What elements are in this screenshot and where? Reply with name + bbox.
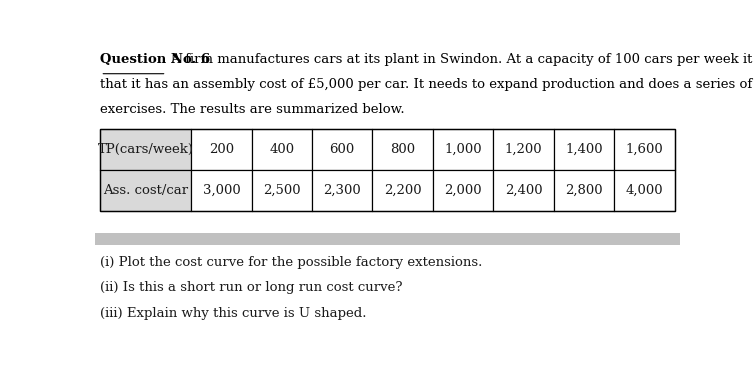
- FancyBboxPatch shape: [553, 129, 614, 170]
- FancyBboxPatch shape: [312, 129, 373, 170]
- Text: 2,000: 2,000: [445, 184, 482, 197]
- FancyBboxPatch shape: [493, 129, 553, 170]
- Text: Ass. cost/car: Ass. cost/car: [104, 184, 188, 197]
- Text: Question No. 6: Question No. 6: [101, 52, 210, 66]
- Text: 4,000: 4,000: [625, 184, 663, 197]
- FancyBboxPatch shape: [433, 129, 493, 170]
- Text: 2,200: 2,200: [384, 184, 421, 197]
- FancyBboxPatch shape: [252, 129, 312, 170]
- FancyBboxPatch shape: [614, 129, 674, 170]
- Text: TP(cars/week): TP(cars/week): [98, 143, 194, 156]
- FancyBboxPatch shape: [191, 170, 252, 211]
- Text: 1,000: 1,000: [445, 143, 482, 156]
- Text: (iii) Explain why this curve is U shaped.: (iii) Explain why this curve is U shaped…: [101, 307, 367, 320]
- Text: 3,000: 3,000: [203, 184, 240, 197]
- FancyBboxPatch shape: [101, 129, 191, 170]
- FancyBboxPatch shape: [101, 170, 191, 211]
- Text: 2,800: 2,800: [565, 184, 603, 197]
- FancyBboxPatch shape: [433, 170, 493, 211]
- Text: 1,400: 1,400: [565, 143, 603, 156]
- Text: 1,600: 1,600: [625, 143, 663, 156]
- FancyBboxPatch shape: [614, 170, 674, 211]
- FancyBboxPatch shape: [312, 170, 373, 211]
- Text: (i) Plot the cost curve for the possible factory extensions.: (i) Plot the cost curve for the possible…: [101, 256, 483, 269]
- Text: (ii) Is this a short run or long run cost curve?: (ii) Is this a short run or long run cos…: [101, 281, 403, 294]
- Text: 2,300: 2,300: [324, 184, 361, 197]
- FancyBboxPatch shape: [252, 170, 312, 211]
- FancyBboxPatch shape: [553, 170, 614, 211]
- FancyBboxPatch shape: [373, 170, 433, 211]
- FancyBboxPatch shape: [191, 129, 252, 170]
- Text: 200: 200: [209, 143, 234, 156]
- Text: 600: 600: [330, 143, 355, 156]
- Text: 800: 800: [390, 143, 415, 156]
- FancyBboxPatch shape: [94, 233, 680, 245]
- FancyBboxPatch shape: [373, 129, 433, 170]
- Text: that it has an assembly cost of £5,000 per car. It needs to expand production an: that it has an assembly cost of £5,000 p…: [101, 78, 756, 91]
- FancyBboxPatch shape: [493, 170, 553, 211]
- Text: 1,200: 1,200: [505, 143, 542, 156]
- Text: 2,400: 2,400: [505, 184, 542, 197]
- Text: 400: 400: [269, 143, 294, 156]
- Text: A firm manufactures cars at its plant in Swindon. At a capacity of 100 cars per : A firm manufactures cars at its plant in…: [166, 52, 756, 66]
- Text: exercises. The results are summarized below.: exercises. The results are summarized be…: [101, 103, 405, 116]
- Text: 2,500: 2,500: [263, 184, 301, 197]
